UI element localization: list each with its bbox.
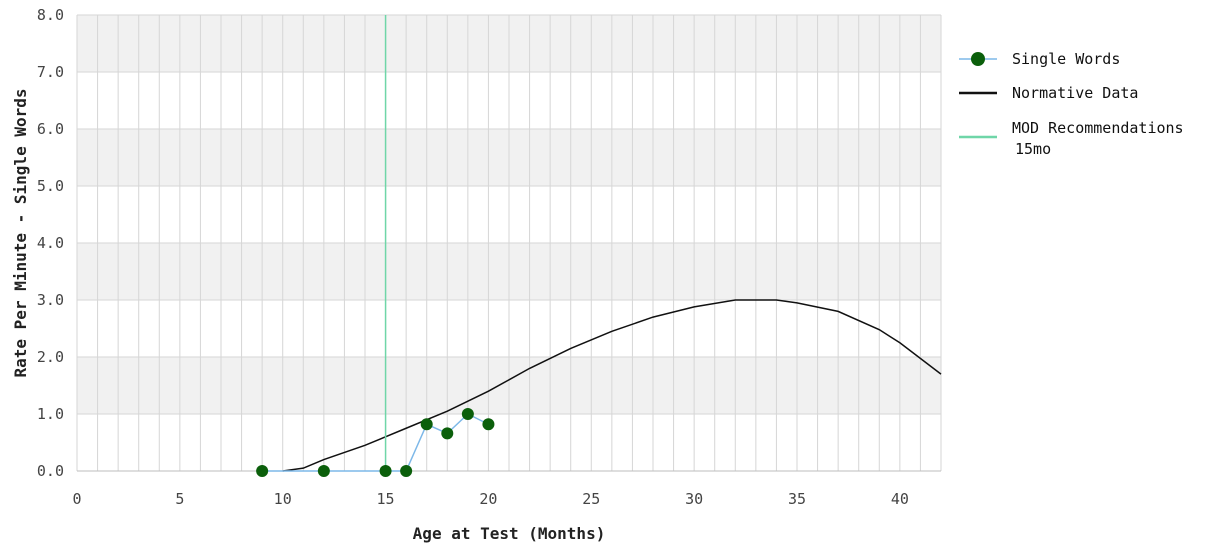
legend-mod-label: MOD Recommendations bbox=[1012, 119, 1184, 137]
y-tick-labels: 0.0 1.0 2.0 3.0 4.0 5.0 6.0 7.0 8.0 bbox=[37, 6, 64, 480]
legend-normative-label: Normative Data bbox=[1012, 84, 1138, 102]
legend-single-words-label: Single Words bbox=[1012, 50, 1120, 68]
single-words-point bbox=[441, 427, 454, 440]
normative-data-line bbox=[282, 299, 942, 472]
plot-grid bbox=[76, 14, 942, 472]
y-tick-label: 4.0 bbox=[37, 234, 64, 252]
legend: Single Words Normative Data MOD Recommen… bbox=[959, 50, 1184, 158]
legend-single-words-marker bbox=[971, 52, 985, 66]
x-tick-label: 15 bbox=[377, 490, 395, 508]
x-tick-label: 20 bbox=[479, 490, 497, 508]
single-words-point bbox=[379, 465, 392, 477]
x-tick-label: 5 bbox=[175, 490, 184, 508]
y-tick-label: 0.0 bbox=[37, 462, 64, 480]
y-tick-label: 3.0 bbox=[37, 291, 64, 309]
plot-series bbox=[256, 15, 942, 477]
single-words-point bbox=[461, 408, 474, 420]
y-tick-label: 6.0 bbox=[37, 120, 64, 138]
y-tick-label: 2.0 bbox=[37, 348, 64, 366]
y-tick-label: 5.0 bbox=[37, 177, 64, 195]
y-tick-label: 7.0 bbox=[37, 63, 64, 81]
y-tick-label: 8.0 bbox=[37, 6, 64, 24]
single-words-point bbox=[256, 465, 269, 477]
x-tick-label: 25 bbox=[582, 490, 600, 508]
y-axis-label: Rate Per Minute - Single Words bbox=[11, 89, 30, 378]
single-words-point bbox=[420, 418, 433, 431]
x-tick-label: 10 bbox=[274, 490, 292, 508]
x-tick-label: 30 bbox=[685, 490, 703, 508]
x-tick-labels: 0 5 10 15 20 25 30 35 40 bbox=[72, 490, 908, 508]
single-words-point bbox=[400, 465, 413, 477]
single-words-point bbox=[482, 418, 495, 431]
x-tick-label: 40 bbox=[891, 490, 909, 508]
x-axis-label: Age at Test (Months) bbox=[413, 524, 606, 543]
legend-mod-label-line2: 15mo bbox=[1015, 140, 1051, 158]
single-words-line bbox=[262, 413, 489, 472]
y-tick-label: 1.0 bbox=[37, 405, 64, 423]
single-words-point bbox=[317, 465, 330, 477]
x-tick-label: 0 bbox=[72, 490, 81, 508]
x-tick-label: 35 bbox=[788, 490, 806, 508]
